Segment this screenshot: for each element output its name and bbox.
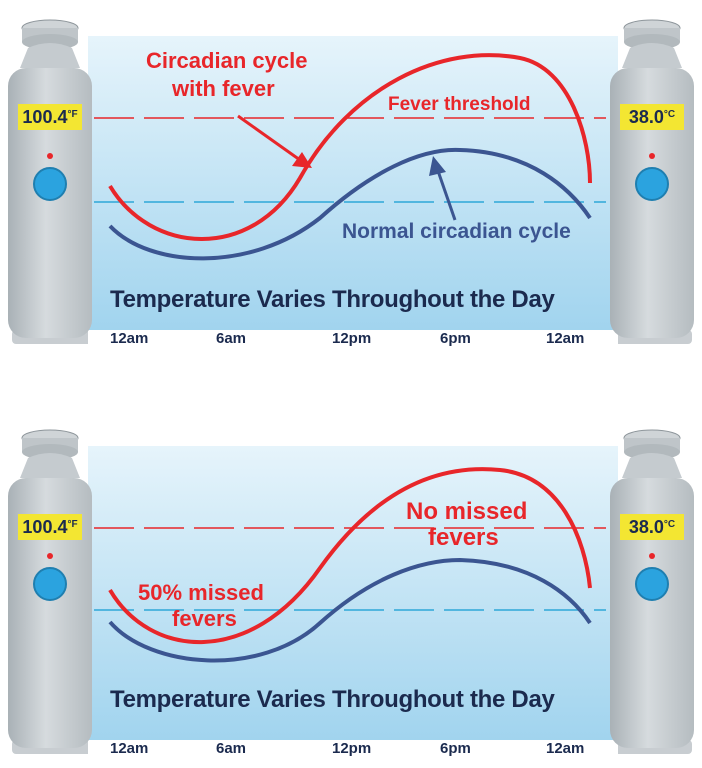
temp-readout-f: 100.4°F xyxy=(18,104,82,130)
label-missed-fevers-line2: fevers xyxy=(172,606,237,631)
label-missed-fevers-line1: 50% missed xyxy=(138,580,264,605)
label-fever-cycle-line2: with fever xyxy=(172,76,275,101)
temp-readout-c: 38.0°C xyxy=(620,104,684,130)
tick-label: 12am xyxy=(546,740,585,757)
tick-label: 12pm xyxy=(332,330,372,347)
thermometer-left xyxy=(8,19,92,338)
label-fever-threshold: Fever threshold xyxy=(388,94,531,115)
label-normal-cycle: Normal circadian cycle xyxy=(342,220,571,243)
tick-label: 12am xyxy=(110,330,149,347)
normal-curve xyxy=(108,557,592,663)
normal-curve xyxy=(108,147,592,261)
diagram-title: Temperature Varies Throughout the Day xyxy=(110,286,555,313)
thermometer-right xyxy=(610,429,694,748)
tick-label: 6pm xyxy=(440,740,471,757)
label-no-missed-line2: fevers xyxy=(428,524,499,551)
tick-label: 12am xyxy=(546,330,585,347)
tick-label: 6pm xyxy=(440,330,471,347)
diagram-canvas xyxy=(8,429,694,756)
diagram-canvas xyxy=(8,19,694,346)
arrow-to-normal-curve xyxy=(429,156,457,221)
fever-diagram-bottom: 100.4°F 38.0°C 50% missed fevers No miss… xyxy=(0,418,702,757)
arrow-to-fever-curve xyxy=(237,114,312,168)
fever-curve xyxy=(108,53,592,241)
tick-strip xyxy=(88,740,618,756)
tick-label: 6am xyxy=(216,740,247,757)
tick-strip xyxy=(88,330,618,346)
tick-label: 12pm xyxy=(332,740,372,757)
temp-readout-c: 38.0°C xyxy=(620,514,684,540)
fever-diagram-top: 100.4°F 38.0°C Circadian cycle with feve… xyxy=(0,8,702,347)
thermometer-left xyxy=(8,429,92,748)
diagram-title: Temperature Varies Throughout the Day xyxy=(110,686,555,713)
fever-curve xyxy=(108,467,592,644)
thermometer-right xyxy=(610,19,694,338)
label-no-missed-line1: No missed xyxy=(406,498,528,525)
temp-readout-f: 100.4°F xyxy=(18,514,82,540)
label-fever-cycle-line1: Circadian cycle xyxy=(146,48,308,73)
tick-label: 6am xyxy=(216,330,247,347)
chart-background xyxy=(88,36,618,338)
tick-label: 12am xyxy=(110,740,149,757)
